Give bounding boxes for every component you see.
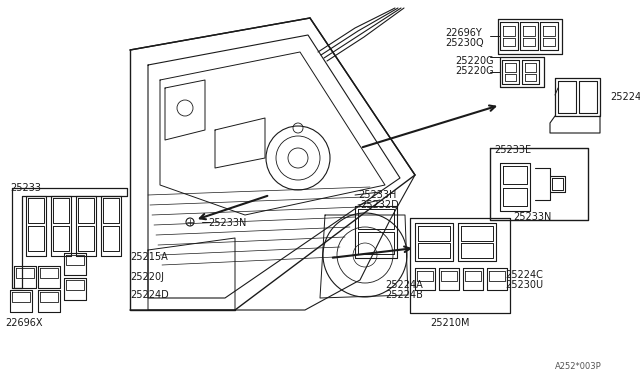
Text: 25233E: 25233E [494, 145, 531, 155]
Text: 25230U: 25230U [505, 280, 543, 290]
Text: 25233N: 25233N [208, 218, 246, 228]
Text: A252*003P: A252*003P [555, 362, 602, 371]
Text: 25210M: 25210M [430, 318, 470, 328]
Text: 25233H: 25233H [358, 190, 396, 200]
Text: 25220G: 25220G [455, 66, 493, 76]
Text: 25220J: 25220J [130, 272, 164, 282]
Text: 22696Y: 22696Y [445, 28, 482, 38]
Text: 25232D: 25232D [360, 200, 399, 210]
Text: 25224C: 25224C [505, 270, 543, 280]
Text: 25224E: 25224E [610, 92, 640, 102]
Text: 25224D: 25224D [130, 290, 169, 300]
Text: 25224B: 25224B [385, 290, 423, 300]
Text: 25233: 25233 [10, 183, 41, 193]
Text: 25220G: 25220G [455, 56, 493, 66]
Text: 25230Q: 25230Q [445, 38, 484, 48]
Text: 25215A: 25215A [130, 252, 168, 262]
Text: 22696X: 22696X [5, 318, 42, 328]
Text: 25224A: 25224A [385, 280, 423, 290]
Text: 25233N: 25233N [513, 212, 552, 222]
